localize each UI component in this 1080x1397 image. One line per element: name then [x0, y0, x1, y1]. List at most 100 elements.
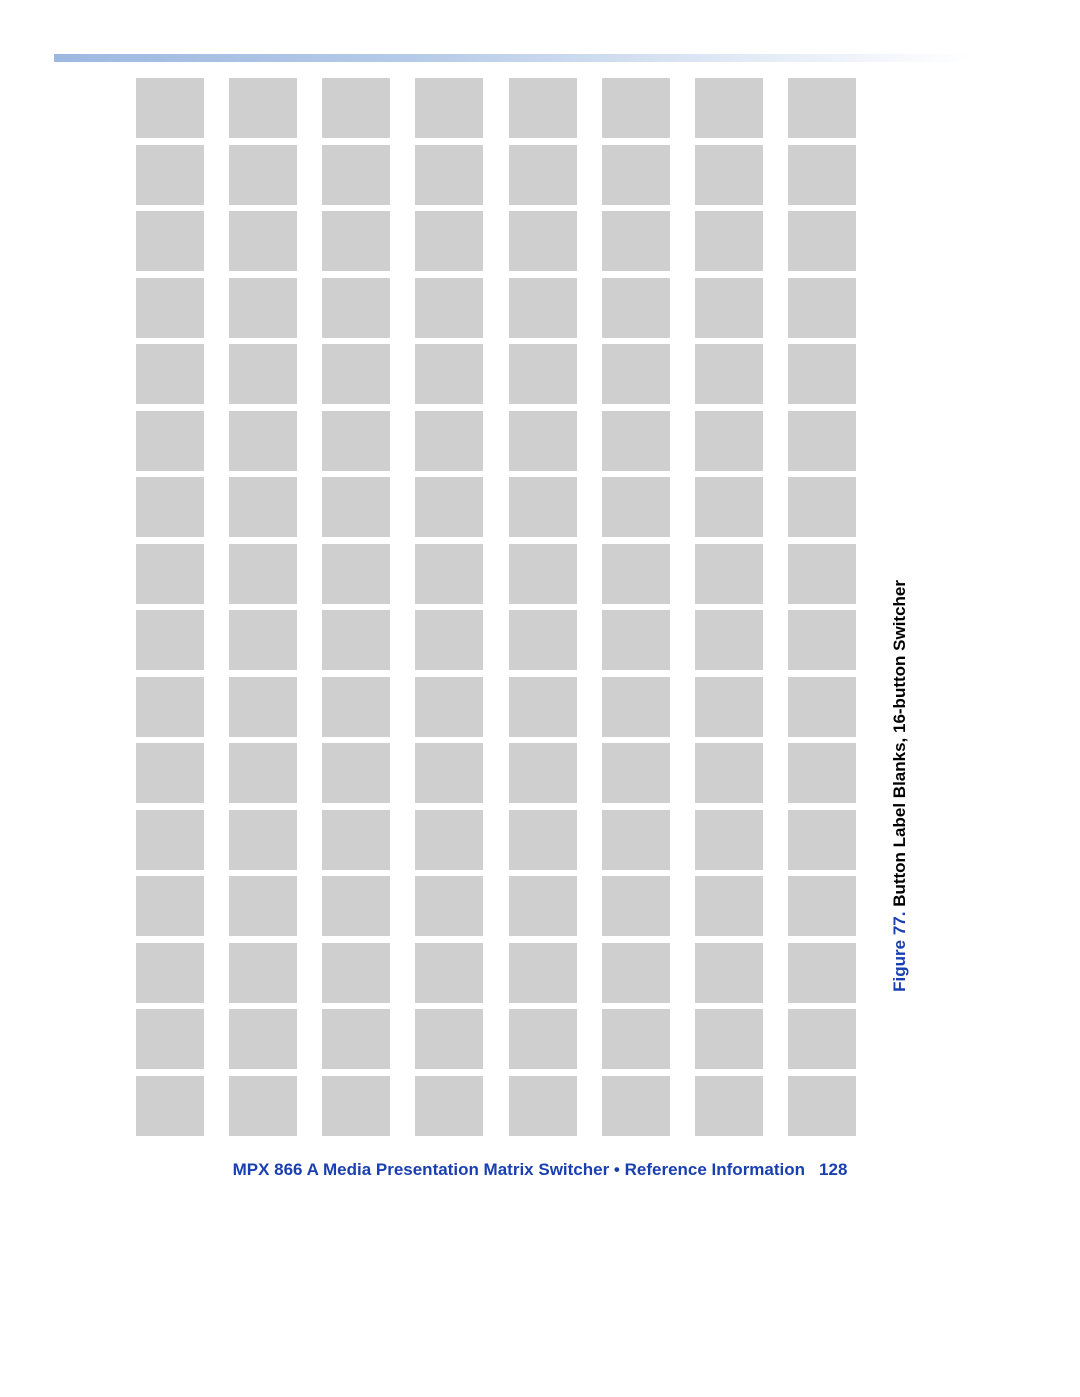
- label-blank-cell: [509, 943, 577, 1003]
- label-blank-cell: [602, 145, 670, 205]
- label-blank-cell: [788, 1076, 856, 1136]
- button-label-grid: [136, 78, 856, 1136]
- label-blank-cell: [136, 544, 204, 604]
- label-blank-cell: [788, 278, 856, 338]
- grid-column: [509, 78, 577, 1136]
- label-blank-cell: [602, 344, 670, 404]
- label-blank-cell: [229, 610, 297, 670]
- label-blank-cell: [509, 677, 577, 737]
- label-blank-cell: [322, 211, 390, 271]
- label-blank-cell: [788, 78, 856, 138]
- grid-column: [695, 78, 763, 1136]
- label-blank-cell: [509, 78, 577, 138]
- label-blank-cell: [229, 211, 297, 271]
- label-blank-cell: [602, 477, 670, 537]
- label-blank-cell: [322, 78, 390, 138]
- label-blank-cell: [322, 876, 390, 936]
- label-blank-cell: [322, 411, 390, 471]
- label-blank-cell: [602, 943, 670, 1003]
- label-blank-cell: [602, 1009, 670, 1069]
- label-blank-cell: [136, 145, 204, 205]
- label-blank-cell: [509, 1076, 577, 1136]
- label-blank-cell: [509, 1009, 577, 1069]
- label-blank-cell: [415, 211, 483, 271]
- label-blank-cell: [322, 1076, 390, 1136]
- label-blank-cell: [788, 1009, 856, 1069]
- label-blank-cell: [509, 610, 577, 670]
- label-blank-cell: [695, 677, 763, 737]
- label-blank-cell: [695, 810, 763, 870]
- label-blank-cell: [136, 677, 204, 737]
- label-blank-cell: [136, 411, 204, 471]
- figure-number: Figure 77.: [890, 912, 909, 992]
- label-blank-cell: [136, 211, 204, 271]
- page-footer: MPX 866 A Media Presentation Matrix Swit…: [0, 1160, 1080, 1180]
- label-blank-cell: [602, 411, 670, 471]
- label-blank-cell: [602, 78, 670, 138]
- label-blank-cell: [136, 278, 204, 338]
- label-blank-cell: [788, 677, 856, 737]
- label-blank-cell: [788, 544, 856, 604]
- label-blank-cell: [415, 610, 483, 670]
- grid-column: [229, 78, 297, 1136]
- label-blank-cell: [788, 876, 856, 936]
- grid-column: [788, 78, 856, 1136]
- label-blank-cell: [322, 743, 390, 803]
- label-blank-cell: [415, 544, 483, 604]
- label-blank-cell: [788, 411, 856, 471]
- label-blank-cell: [229, 1076, 297, 1136]
- label-blank-cell: [415, 743, 483, 803]
- label-blank-cell: [695, 211, 763, 271]
- label-blank-cell: [695, 1076, 763, 1136]
- label-blank-cell: [788, 145, 856, 205]
- label-blank-cell: [322, 145, 390, 205]
- label-blank-cell: [322, 344, 390, 404]
- label-blank-cell: [695, 610, 763, 670]
- label-blank-cell: [602, 876, 670, 936]
- label-blank-cell: [322, 677, 390, 737]
- label-blank-cell: [229, 1009, 297, 1069]
- grid-column: [136, 78, 204, 1136]
- label-blank-cell: [695, 743, 763, 803]
- label-blank-cell: [229, 344, 297, 404]
- figure-caption: Figure 77. Button Label Blanks, 16-butto…: [890, 580, 910, 992]
- label-blank-cell: [136, 1009, 204, 1069]
- label-blank-cell: [322, 810, 390, 870]
- label-blank-cell: [136, 78, 204, 138]
- label-blank-cell: [695, 145, 763, 205]
- label-blank-cell: [415, 876, 483, 936]
- label-blank-cell: [229, 278, 297, 338]
- label-blank-cell: [415, 78, 483, 138]
- label-blank-cell: [509, 211, 577, 271]
- label-blank-cell: [695, 278, 763, 338]
- label-blank-cell: [136, 943, 204, 1003]
- label-blank-cell: [415, 943, 483, 1003]
- label-blank-cell: [695, 78, 763, 138]
- label-blank-cell: [415, 344, 483, 404]
- label-blank-cell: [695, 411, 763, 471]
- label-blank-cell: [788, 211, 856, 271]
- label-blank-cell: [136, 344, 204, 404]
- label-blank-cell: [695, 1009, 763, 1069]
- document-page: Figure 77. Button Label Blanks, 16-butto…: [0, 0, 1080, 1397]
- label-blank-cell: [788, 810, 856, 870]
- label-blank-cell: [229, 743, 297, 803]
- label-blank-cell: [415, 145, 483, 205]
- label-blank-cell: [229, 943, 297, 1003]
- label-blank-cell: [322, 943, 390, 1003]
- label-blank-cell: [322, 610, 390, 670]
- label-blank-cell: [229, 677, 297, 737]
- label-blank-cell: [509, 145, 577, 205]
- label-blank-cell: [229, 544, 297, 604]
- label-blank-cell: [415, 278, 483, 338]
- label-blank-cell: [509, 743, 577, 803]
- label-blank-cell: [229, 411, 297, 471]
- label-blank-cell: [415, 810, 483, 870]
- label-blank-cell: [509, 278, 577, 338]
- label-blank-cell: [695, 544, 763, 604]
- label-blank-cell: [229, 810, 297, 870]
- label-blank-cell: [788, 943, 856, 1003]
- label-blank-cell: [602, 1076, 670, 1136]
- figure-title: Button Label Blanks, 16-button Switcher: [890, 580, 909, 912]
- label-blank-cell: [136, 876, 204, 936]
